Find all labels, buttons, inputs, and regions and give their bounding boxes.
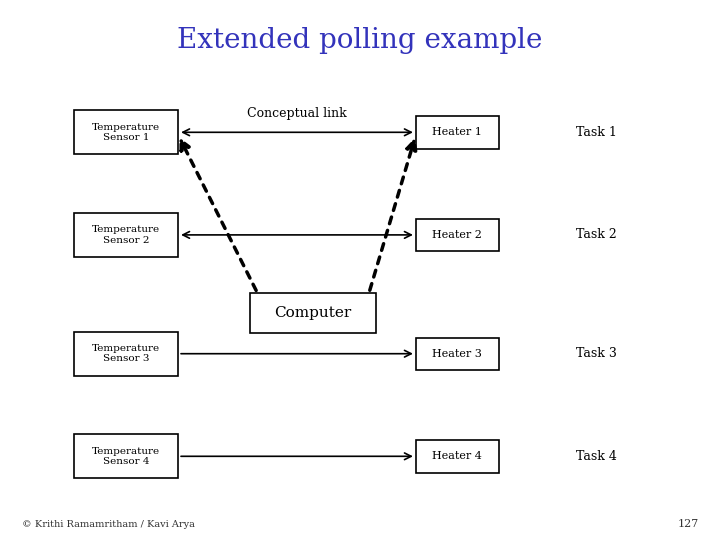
Text: Computer: Computer <box>274 306 352 320</box>
Text: Heater 1: Heater 1 <box>432 127 482 137</box>
Text: Heater 2: Heater 2 <box>432 230 482 240</box>
Text: 127: 127 <box>677 519 698 529</box>
Text: Conceptual link: Conceptual link <box>247 107 347 120</box>
FancyBboxPatch shape <box>416 338 498 370</box>
Text: Heater 4: Heater 4 <box>432 451 482 461</box>
FancyBboxPatch shape <box>251 293 376 333</box>
Text: Heater 3: Heater 3 <box>432 349 482 359</box>
Text: Temperature
Sensor 4: Temperature Sensor 4 <box>92 447 160 466</box>
Text: Temperature
Sensor 2: Temperature Sensor 2 <box>92 225 160 245</box>
Text: Temperature
Sensor 1: Temperature Sensor 1 <box>92 123 160 142</box>
Text: Task 1: Task 1 <box>576 126 617 139</box>
Text: Task 2: Task 2 <box>576 228 617 241</box>
FancyBboxPatch shape <box>73 213 179 257</box>
FancyBboxPatch shape <box>73 110 179 154</box>
Text: Task 4: Task 4 <box>576 450 617 463</box>
Text: Extended polling example: Extended polling example <box>177 27 543 54</box>
Text: Task 3: Task 3 <box>576 347 617 360</box>
Text: Temperature
Sensor 3: Temperature Sensor 3 <box>92 344 160 363</box>
FancyBboxPatch shape <box>73 332 179 376</box>
FancyBboxPatch shape <box>416 116 498 148</box>
FancyBboxPatch shape <box>73 434 179 478</box>
Text: © Krithi Ramamritham / Kavi Arya: © Krithi Ramamritham / Kavi Arya <box>22 520 194 529</box>
FancyBboxPatch shape <box>416 440 498 472</box>
FancyBboxPatch shape <box>416 219 498 251</box>
